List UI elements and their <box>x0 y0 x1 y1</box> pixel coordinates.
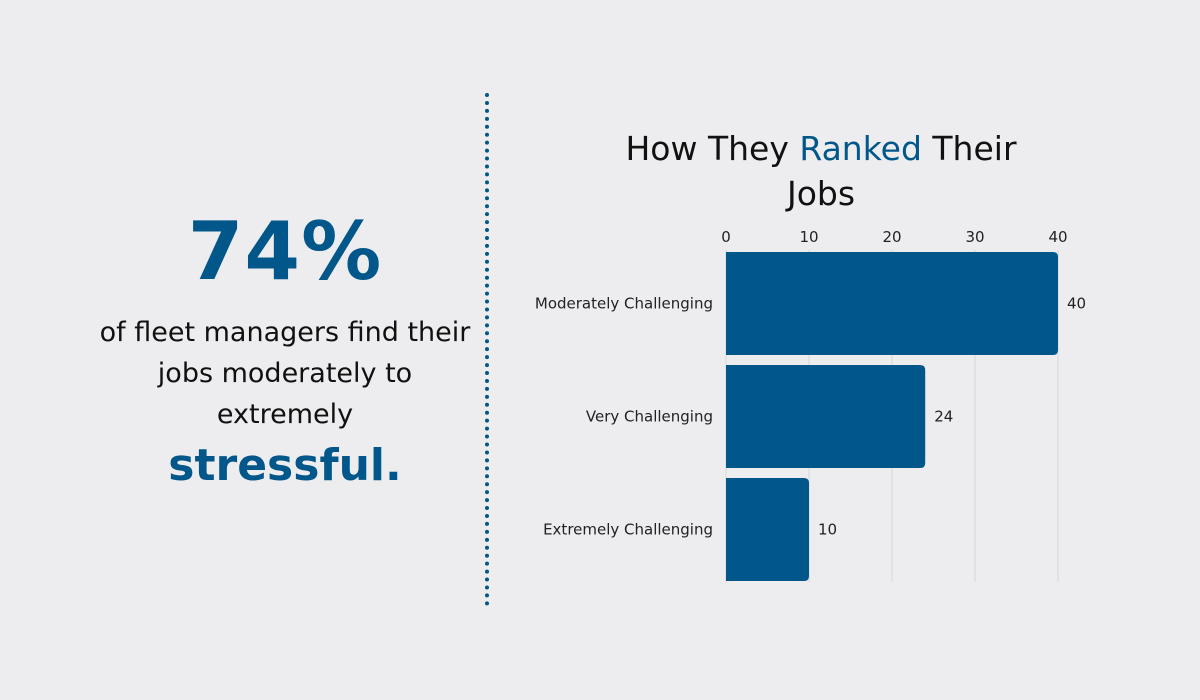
data-label: 40 <box>1067 295 1086 313</box>
dotted-divider <box>485 93 489 606</box>
x-tick-label: 20 <box>882 228 901 246</box>
category-label: Very Challenging <box>586 408 713 426</box>
bar <box>726 252 1058 355</box>
stat-percentage: 74% <box>187 205 383 298</box>
x-tick-label: 0 <box>721 228 731 246</box>
data-label: 24 <box>934 408 953 426</box>
title-highlight: Ranked <box>799 129 922 168</box>
data-label: 10 <box>818 521 837 539</box>
stat-emphasis: stressful. <box>168 440 402 491</box>
stat-description: of fleet managers find their jobs modera… <box>99 317 471 430</box>
title-part: How They <box>625 129 800 168</box>
category-label: Moderately Challenging <box>535 295 713 313</box>
x-tick-label: 40 <box>1048 228 1067 246</box>
bar <box>726 478 809 581</box>
title-part: Their Jobs <box>786 129 1017 213</box>
x-tick-label: 30 <box>965 228 984 246</box>
x-tick-label: 10 <box>799 228 818 246</box>
chart-title: How They Ranked Their Jobs <box>596 126 1046 216</box>
bar <box>726 365 926 468</box>
category-label: Extremely Challenging <box>543 521 713 539</box>
